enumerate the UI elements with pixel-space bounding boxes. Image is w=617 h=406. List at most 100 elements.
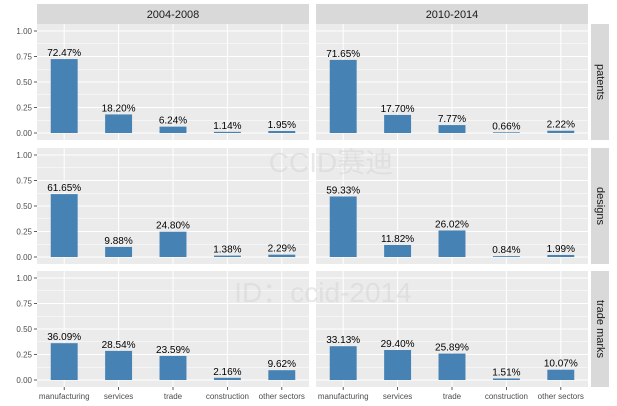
y-tick-label: 0.25 (16, 228, 32, 237)
y-tick-label: 1.00 (16, 274, 32, 283)
facet-row-label: patents (594, 64, 606, 101)
bar (384, 244, 412, 257)
x-tick-label: trade (443, 392, 462, 401)
bar (159, 231, 187, 257)
y-tick-label: 1.00 (16, 151, 32, 160)
bar (268, 370, 296, 380)
data-label: 2.22% (547, 120, 575, 131)
bar (329, 346, 357, 380)
data-label: 9.62% (268, 359, 296, 370)
y-tick-label: 0.25 (16, 104, 32, 113)
data-label: 0.66% (492, 121, 520, 132)
y-tick-label: 0.00 (16, 253, 32, 262)
data-label: 33.13% (326, 335, 360, 346)
bar (50, 343, 78, 380)
data-label: 6.24% (159, 116, 187, 127)
data-label: 28.54% (102, 340, 136, 351)
x-tick-label: trade (164, 392, 183, 401)
x-tick-label: services (104, 392, 133, 401)
facet-row-label: designs (594, 187, 606, 225)
y-tick-label: 0.25 (16, 351, 32, 360)
bar (438, 230, 466, 257)
y-tick-label: 0.00 (16, 376, 32, 385)
bar (492, 378, 520, 380)
bar (50, 194, 78, 257)
panel (37, 148, 309, 264)
data-label: 59.33% (326, 185, 360, 196)
x-tick-label: manufacturing (39, 392, 90, 401)
facet-strip-column (316, 4, 588, 24)
bar (329, 196, 357, 257)
x-tick-label: services (383, 392, 412, 401)
y-tick-label: 0.50 (16, 325, 32, 334)
bar (492, 256, 520, 257)
bar (547, 369, 575, 380)
y-tick-label: 0.75 (16, 53, 32, 62)
data-label: 1.14% (213, 121, 241, 132)
x-tick-label: other sectors (538, 392, 584, 401)
facet-column-label: 2010-2014 (426, 9, 479, 21)
data-label: 2.29% (268, 244, 296, 255)
y-tick-label: 0.50 (16, 202, 32, 211)
watermark: ID：ccid-2014 (234, 277, 411, 308)
bar (105, 114, 133, 133)
x-tick-label: other sectors (259, 392, 305, 401)
data-label: 23.59% (156, 345, 190, 356)
data-label: 2.16% (213, 367, 241, 378)
facet-strip-row (591, 148, 609, 264)
data-label: 36.09% (47, 332, 81, 343)
data-label: 29.40% (381, 339, 415, 350)
data-label: 17.70% (381, 104, 415, 115)
data-label: 1.51% (492, 367, 520, 378)
facet-strip-row (591, 24, 609, 140)
bar (547, 254, 575, 257)
x-tick-label: construction (485, 392, 528, 401)
bar (384, 350, 412, 380)
facet-row-label: trade marks (594, 300, 606, 359)
y-tick-label: 0.00 (16, 129, 32, 138)
y-tick-label: 0.75 (16, 177, 32, 186)
y-tick-label: 0.75 (16, 300, 32, 309)
bar (213, 377, 241, 380)
bar (50, 59, 78, 134)
watermark: CCID赛迪 (269, 147, 393, 178)
data-label: 9.88% (104, 236, 132, 247)
bar (329, 59, 357, 133)
bar (438, 125, 466, 133)
data-label: 1.99% (547, 244, 575, 255)
data-label: 0.84% (492, 245, 520, 256)
data-label: 72.47% (47, 48, 81, 59)
y-tick-label: 1.00 (16, 27, 32, 36)
data-label: 10.07% (544, 359, 578, 370)
data-label: 1.95% (268, 120, 296, 131)
bar (438, 353, 466, 380)
panel (37, 24, 309, 140)
bar (492, 132, 520, 133)
x-tick-label: construction (206, 392, 249, 401)
bar (268, 254, 296, 257)
x-tick-label: manufacturing (318, 392, 369, 401)
bar (213, 131, 241, 133)
bar (547, 130, 575, 133)
data-label: 7.77% (438, 114, 466, 125)
bar (213, 255, 241, 257)
data-label: 18.20% (102, 103, 136, 114)
data-label: 11.82% (381, 234, 414, 245)
data-label: 1.38% (213, 245, 241, 256)
facet-strip-row (591, 271, 609, 387)
bar (105, 350, 133, 380)
data-label: 24.80% (156, 221, 190, 232)
bar (268, 131, 296, 133)
bar (384, 114, 412, 133)
data-label: 61.65% (47, 183, 81, 194)
y-tick-label: 0.50 (16, 78, 32, 87)
bar (159, 126, 187, 133)
bar (105, 246, 133, 257)
data-label: 25.89% (435, 343, 469, 354)
bar (159, 355, 187, 380)
data-label: 26.02% (435, 219, 469, 230)
facet-strip-column (37, 4, 309, 24)
facet-column-label: 2004-2008 (147, 9, 200, 21)
data-label: 71.65% (326, 49, 360, 60)
